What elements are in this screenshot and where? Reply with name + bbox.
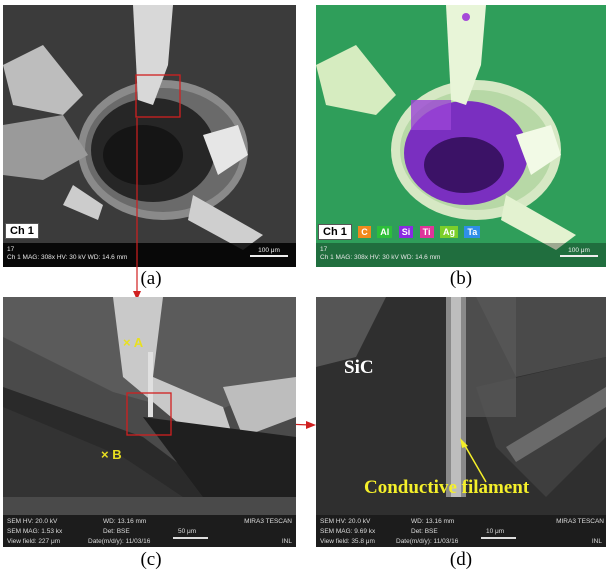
eds-map-b (316, 5, 606, 267)
marker-b: × B (101, 447, 122, 462)
info-wd: WD: 13.16 mm (411, 518, 455, 525)
info-wd: WD: 13.16 mm (103, 518, 147, 525)
legend-ag: Ag (439, 226, 458, 238)
scale-label: 100 μm (568, 247, 590, 254)
legend-si: Si (398, 226, 414, 238)
info-scale: 50 μm (178, 528, 197, 535)
filament-arrow (460, 438, 487, 483)
marker-b-label: B (112, 447, 122, 462)
info-viewfield: View field: 35.8 μm (320, 538, 375, 545)
sem-image-panel-c: × A × B SEM HV: 20.0 kV WD: 13.16 mm MIR… (3, 297, 296, 547)
info-mag: SEM MAG: 9.69 kx (320, 528, 376, 535)
sic-label: SiC (344, 357, 374, 378)
legend-ti: Ti (419, 226, 434, 238)
info-hv: SEM HV: 20.0 kV (7, 518, 58, 525)
sem-image-a (3, 5, 296, 267)
filament-label: Conductive filament (364, 477, 530, 498)
eds-map-panel-b: Ch 1 C Al Si Ti Ag Ta 17 Ch 1 MAG: 308x … (316, 5, 606, 267)
scale-bar: 100 μm (250, 247, 288, 257)
caption-a: (a) (140, 268, 162, 289)
info-date: Date(m/d/y): 11/03/16 (396, 538, 459, 545)
sem-info-bar: SEM HV: 20.0 kV WD: 13.16 mm MIRA3 TESCA… (3, 515, 296, 547)
info-number: 17 (320, 246, 328, 253)
legend-c: C (358, 226, 371, 238)
info-bar: 17 Ch 1 MAG: 308x HV: 30 kV WD: 14.6 mm (316, 243, 606, 267)
info-scale: 10 μm (486, 528, 505, 535)
info-line: Ch 1 MAG: 308x HV: 30 kV WD: 14.6 mm (320, 254, 441, 261)
info-line: Ch 1 MAG: 308x HV: 30 kV WD: 14.6 mm (7, 254, 128, 261)
caption-c: (c) (140, 549, 162, 570)
info-brand: MIRA3 TESCAN (244, 518, 292, 525)
scale-bar: 100 μm (560, 247, 598, 257)
marker-a-label: A (133, 335, 144, 350)
scale-label: 100 μm (258, 247, 280, 254)
channel-label: Ch 1 (5, 223, 39, 239)
info-det: Det: BSE (103, 528, 130, 535)
info-bar: 17 Ch 1 MAG: 308x HV: 30 kV WD: 14.6 mm (3, 243, 296, 267)
marker-a: × A (123, 335, 143, 350)
sem-image-panel-a: Ch 1 17 Ch 1 MAG: 308x HV: 30 kV WD: 14.… (3, 5, 296, 267)
caption-d: (d) (449, 549, 473, 570)
sem-image-d (316, 297, 606, 547)
info-viewfield: View field: 227 μm (7, 538, 61, 545)
caption-b: (b) (449, 268, 473, 289)
sem-image-panel-d: SiC Conductive filament SEM HV: 20.0 kV … (316, 297, 606, 547)
marker-b-symbol: × (101, 447, 109, 462)
channel-label: Ch 1 (318, 224, 352, 240)
legend-ta: Ta (464, 226, 481, 238)
info-number: 17 (7, 246, 15, 253)
info-mag: SEM MAG: 1.53 kx (7, 528, 63, 535)
info-date: Date(m/d/y): 11/03/16 (88, 538, 151, 545)
legend-al: Al (377, 226, 393, 238)
info-brand: MIRA3 TESCAN (556, 518, 604, 525)
element-legend: Ch 1 C Al Si Ti Ag Ta (318, 222, 482, 240)
info-lab: INL (281, 538, 292, 545)
info-lab: INL (591, 538, 602, 545)
sem-image-c (3, 297, 296, 547)
info-det: Det: BSE (411, 528, 438, 535)
scale-bar-line (173, 537, 208, 539)
scale-bar-line (481, 537, 516, 539)
marker-a-symbol: × (123, 335, 131, 350)
sem-info-bar: SEM HV: 20.0 kV WD: 13.16 mm MIRA3 TESCA… (316, 515, 606, 547)
info-hv: SEM HV: 20.0 kV (320, 518, 371, 525)
